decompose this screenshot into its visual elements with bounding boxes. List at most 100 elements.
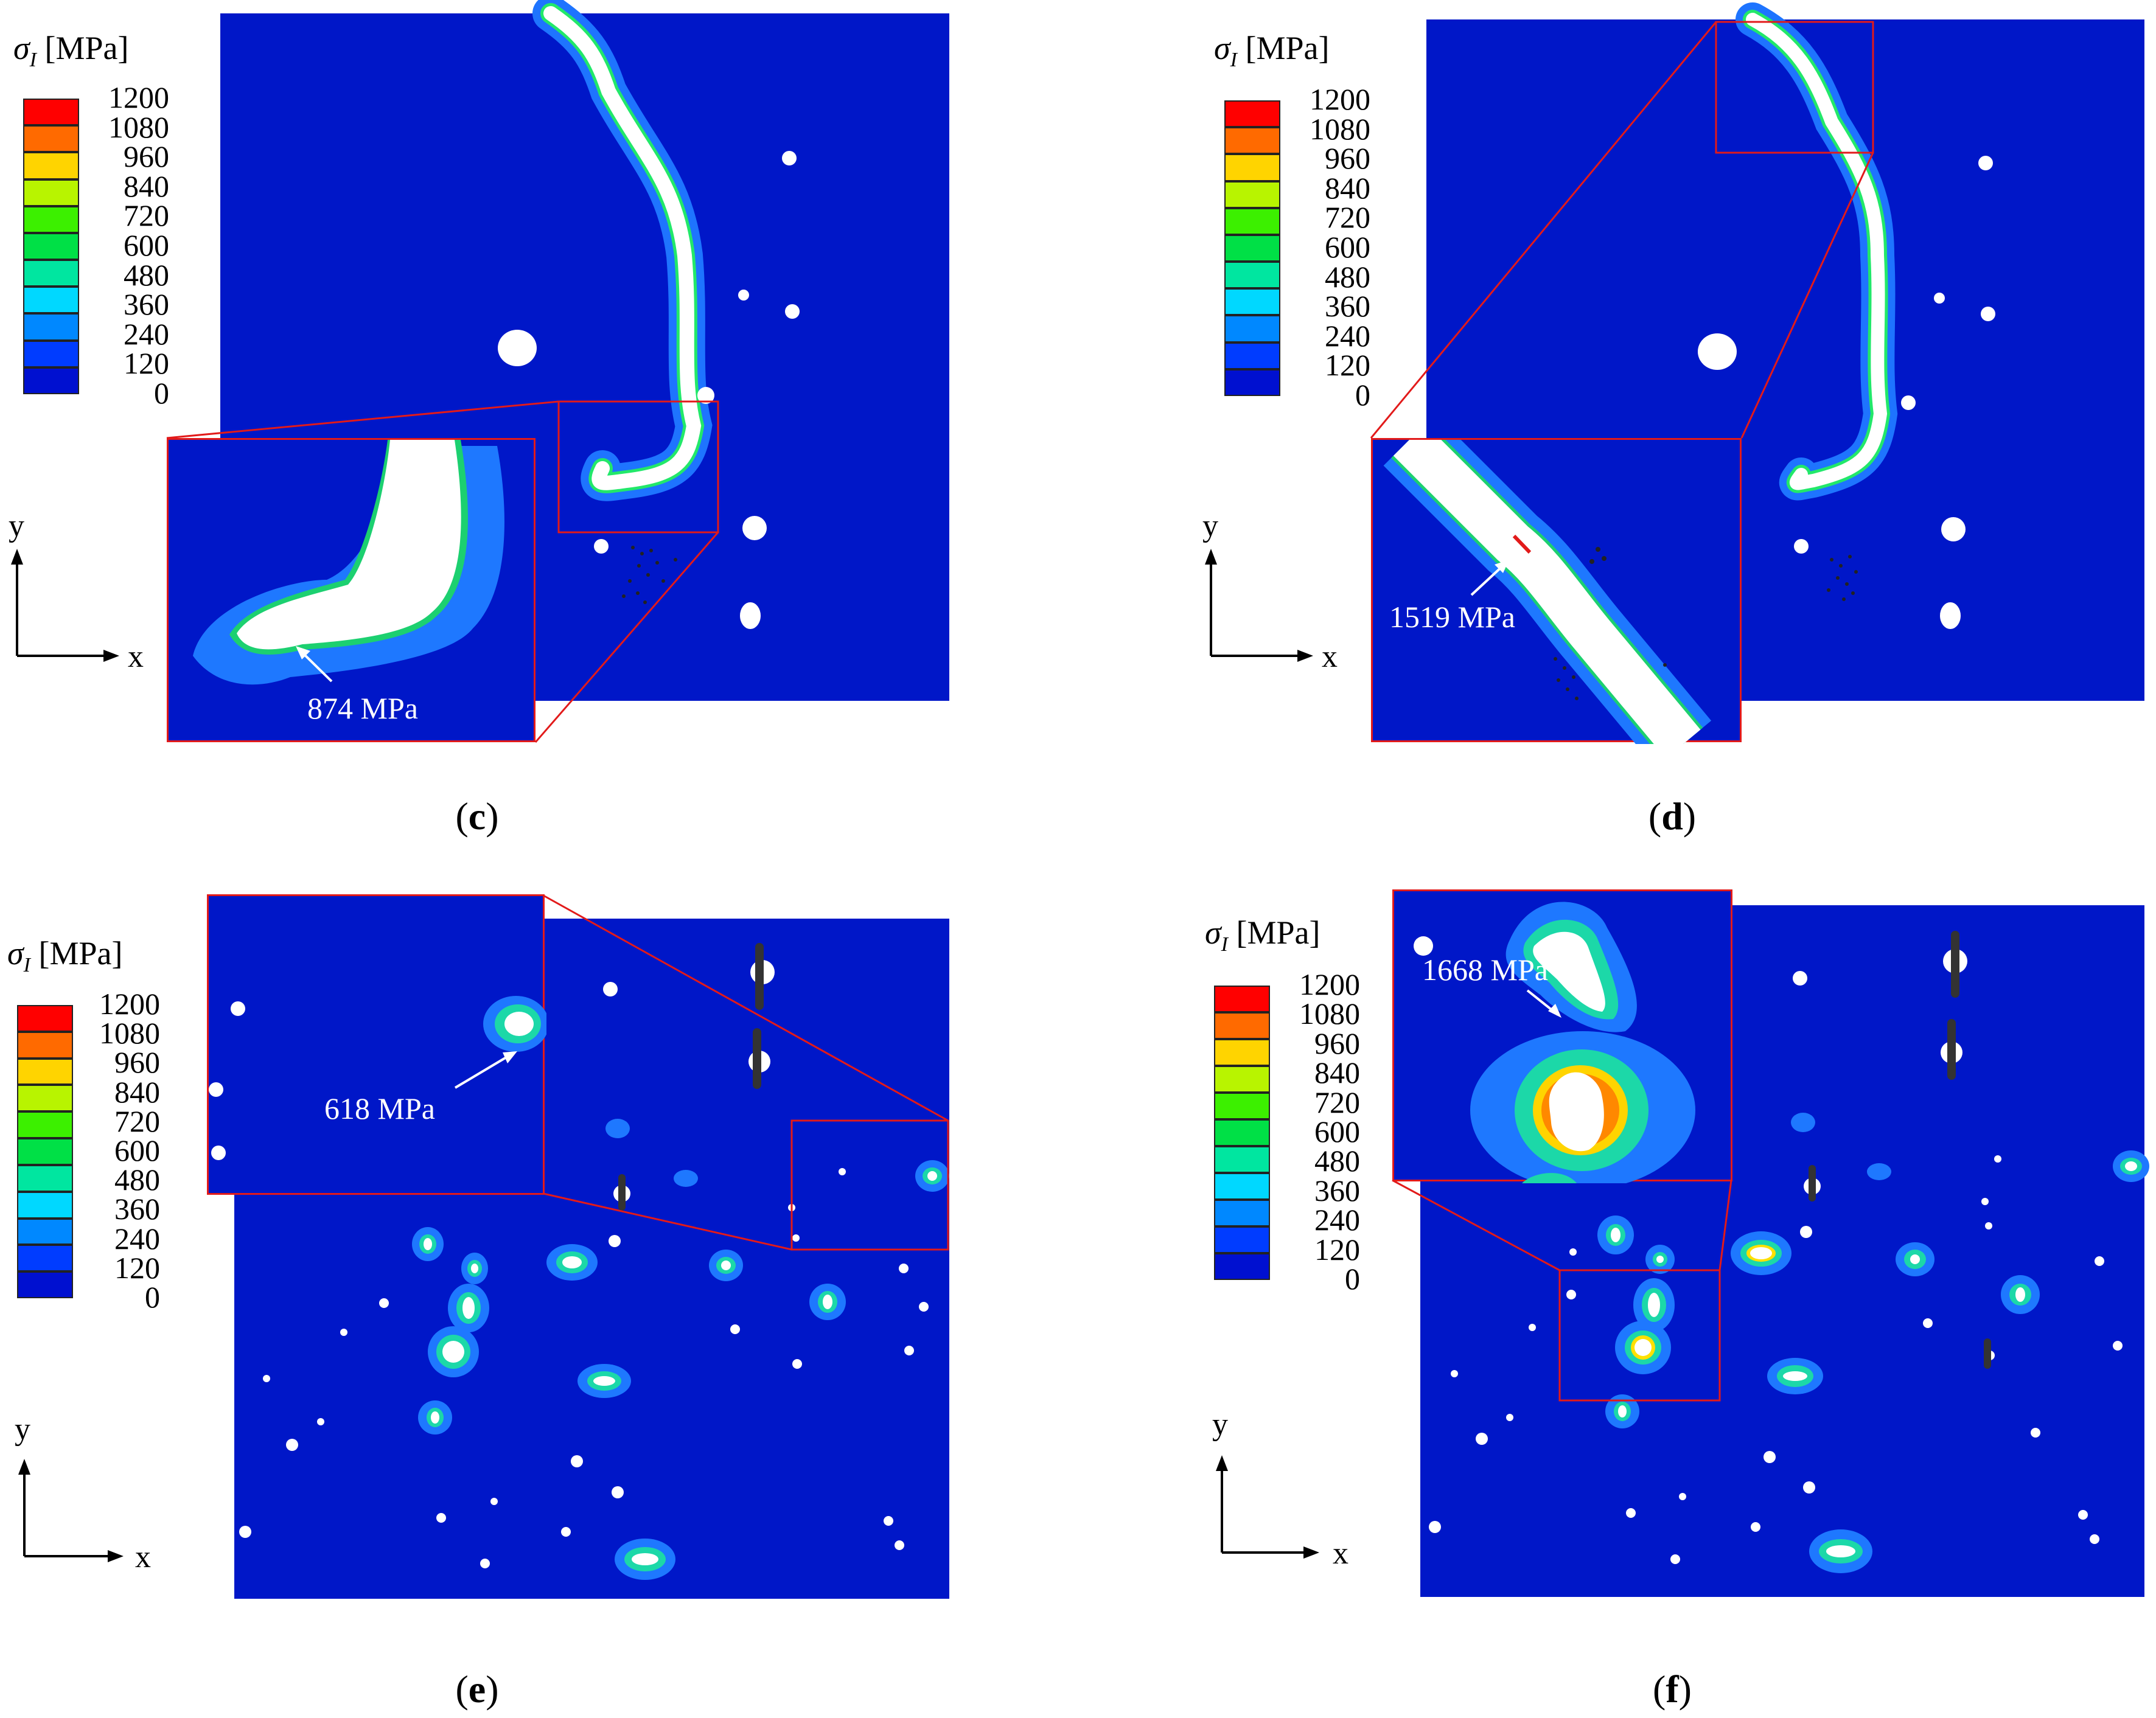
colorbar-tick-label: 1200 [1310, 82, 1370, 116]
colorbar-tick-label: 960 [1325, 141, 1370, 176]
annotation-c: 874 MPa [307, 691, 418, 725]
colorbar-swatch [1224, 181, 1280, 208]
colorbar-swatch [17, 1191, 73, 1219]
colorbar-swatch [1224, 234, 1280, 262]
colorbar-tick-label: 1200 [108, 80, 169, 114]
colorbar-swatch [1214, 1200, 1270, 1226]
colorbar-swatch [1224, 262, 1280, 289]
legend-unit: [MPa] [38, 935, 123, 972]
inset-f [1392, 889, 1732, 1183]
caption-letter: d [1661, 795, 1683, 838]
colorbar-swatch [1214, 1066, 1270, 1093]
colorbar-swatch [1224, 315, 1280, 343]
legend-title-f: σI [MPa] [1205, 914, 1320, 956]
colorbar-swatch [23, 179, 79, 206]
colorbar-swatch [1224, 154, 1280, 181]
caption-close: ) [486, 795, 499, 838]
colorbar-swatch [23, 232, 79, 260]
colorbar-swatch [1214, 1012, 1270, 1039]
colorbar-swatch [1224, 342, 1280, 369]
colorbar-tick-label: 480 [114, 1163, 160, 1197]
legend-subscript: I [1221, 933, 1228, 956]
colorbar-swatch [1224, 100, 1280, 128]
caption-close: ) [486, 1668, 499, 1711]
colorbar-tick-label: 120 [1314, 1232, 1360, 1267]
legend-symbol: σ [13, 30, 30, 66]
caption-d: (d) [1611, 794, 1733, 839]
colorbar-swatch [23, 367, 79, 394]
caption-open: ( [1653, 1668, 1666, 1711]
colorbar-swatch [1214, 1226, 1270, 1253]
colorbar-swatch [17, 1031, 73, 1059]
colorbar-swatch [17, 1245, 73, 1272]
inset-c [167, 438, 536, 742]
axis-label-y-c: y [9, 509, 24, 543]
axis-label-y-d: y [1202, 509, 1218, 543]
colorbar-tick-label: 360 [114, 1192, 160, 1226]
colorbar-swatch [17, 1111, 73, 1139]
colorbar-swatch [23, 313, 79, 341]
legend-unit: [MPa] [1245, 30, 1330, 66]
caption-open: ( [455, 1668, 469, 1711]
colorbar-tick-label: 600 [114, 1133, 160, 1167]
colorbar-swatch [1214, 986, 1270, 1012]
colorbar-tick-label: 240 [1325, 318, 1370, 353]
colorbar-swatch [1224, 207, 1280, 235]
colorbar-swatch [1214, 1093, 1270, 1119]
caption-open: ( [455, 795, 469, 838]
colorbar-swatch [1224, 369, 1280, 396]
legend-subscript: I [1230, 48, 1237, 71]
colorbar-tick-label: 0 [154, 376, 169, 410]
colorbar-swatch [17, 1271, 73, 1298]
colorbar-swatch [23, 287, 79, 314]
colorbar-swatch [23, 152, 79, 179]
colorbar-tick-label: 240 [124, 316, 169, 351]
caption-letter: c [468, 795, 486, 838]
caption-close: ) [1683, 795, 1697, 838]
colorbar-tick-label: 600 [1325, 230, 1370, 264]
colorbar-swatch [23, 340, 79, 367]
legend-symbol: σ [1214, 30, 1230, 66]
annotation-f: 1668 MPa [1422, 953, 1548, 987]
colorbar-c [23, 99, 79, 394]
colorbar-tick-label: 120 [124, 346, 169, 381]
colorbar-tick-label: 720 [114, 1104, 160, 1138]
legend-subscript: I [23, 953, 30, 976]
colorbar-swatch [23, 206, 79, 233]
caption-e: (e) [416, 1667, 538, 1712]
colorbar-swatch [1214, 1253, 1270, 1280]
colorbar-swatch [1214, 1039, 1270, 1066]
colorbar-d [1224, 100, 1280, 396]
colorbar-swatch [17, 1218, 73, 1245]
axis-label-x-e: x [135, 1540, 151, 1574]
caption-open: ( [1648, 795, 1662, 838]
colorbar-tick-label: 720 [1325, 200, 1370, 235]
colorbar-tick-label: 960 [1314, 1026, 1360, 1060]
colorbar-swatch [1214, 1173, 1270, 1200]
colorbar-tick-label: 240 [1314, 1203, 1360, 1237]
colorbar-swatch [23, 99, 79, 126]
colorbar-tick-label: 600 [124, 228, 169, 262]
colorbar-tick-label: 120 [1325, 348, 1370, 383]
colorbar-swatch [17, 1005, 73, 1032]
colorbar-swatch [1214, 1146, 1270, 1173]
colorbar-f [1214, 986, 1270, 1280]
inset-d [1371, 438, 1742, 744]
colorbar-tick-label: 1080 [1299, 996, 1360, 1031]
colorbar-tick-label: 0 [1345, 1262, 1360, 1296]
colorbar-tick-label: 960 [114, 1045, 160, 1080]
axis-label-x-c: x [128, 639, 144, 674]
colorbar-tick-label: 1080 [108, 110, 169, 144]
colorbar-tick-label: 480 [124, 257, 169, 292]
legend-subscript: I [29, 48, 37, 71]
colorbar-tick-label: 0 [145, 1280, 160, 1314]
legend-title-c: σI [MPa] [13, 29, 128, 72]
colorbar-tick-label: 240 [114, 1221, 160, 1256]
colorbar-tick-label: 840 [1325, 170, 1370, 205]
